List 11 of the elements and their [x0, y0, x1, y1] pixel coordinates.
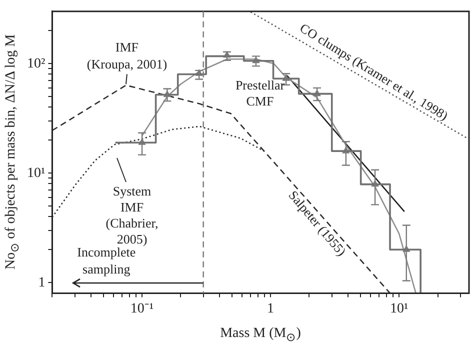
- annotation: System IMF (Chabrier, 2005): [106, 183, 158, 246]
- y-tick-label: 10¹: [26, 166, 46, 181]
- y-tick-label: 1: [38, 275, 46, 290]
- x-tick-label: 10¹: [390, 301, 408, 316]
- y-tick-label: 10²: [26, 56, 46, 72]
- annotation: IMF (Kroupa, 2001): [86, 40, 168, 72]
- annotation: Prestellar CMF: [235, 77, 286, 108]
- ref-line-label: Incomplete sampling: [77, 244, 136, 277]
- x-tick-label: 10⁻¹: [130, 301, 154, 316]
- x-axis-title: Mass M (M$_{⊙}$): [220, 326, 301, 344]
- x-tick-label: 1: [267, 301, 274, 316]
